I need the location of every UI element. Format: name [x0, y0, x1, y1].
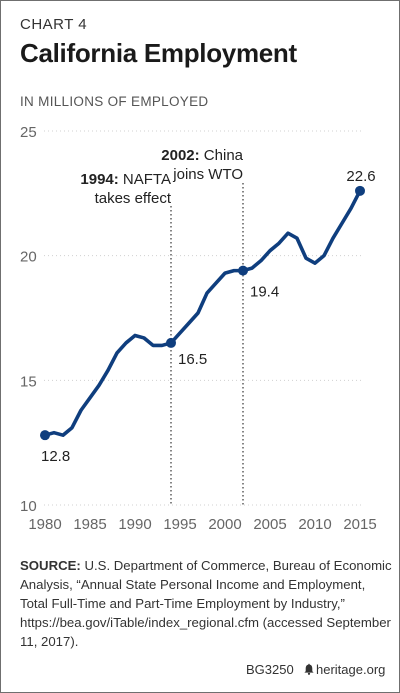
y-tick-label: 15	[20, 373, 37, 390]
data-label: 12.8	[41, 448, 70, 465]
data-point-marker	[355, 185, 365, 196]
x-tick-label: 2000	[208, 516, 241, 533]
y-axis-units-label: IN MILLIONS OF EMPLOYED	[20, 94, 209, 109]
y-tick-label: 20	[20, 249, 37, 266]
x-tick-label: 2010	[298, 516, 331, 533]
x-tick-label: 1990	[118, 516, 151, 533]
data-label: 19.4	[250, 284, 279, 301]
annotation-label: 2002: China	[161, 147, 243, 164]
liberty-bell-icon	[304, 663, 314, 675]
y-tick-label: 25	[20, 124, 37, 141]
annotation-label: 1994: NAFTA	[80, 171, 171, 188]
report-code: BG3250	[246, 662, 294, 677]
data-label: 16.5	[178, 351, 207, 368]
y-tick-label: 10	[20, 498, 37, 515]
annotation-label-line2: takes effect	[95, 190, 172, 207]
source-note: SOURCE: U.S. Department of Commerce, Bur…	[20, 556, 392, 651]
chart-title: California Employment	[20, 38, 297, 68]
annotation-label-line2: joins WTO	[172, 166, 243, 183]
data-point-marker	[166, 337, 176, 348]
x-tick-label: 2015	[343, 516, 376, 533]
data-point-marker	[40, 430, 50, 441]
x-tick-label: 1985	[73, 516, 106, 533]
x-tick-label: 2005	[253, 516, 286, 533]
series-line	[43, 189, 362, 437]
chart-number-label: CHART 4	[20, 16, 88, 33]
source-label: SOURCE:	[20, 558, 81, 573]
data-point-marker	[238, 265, 248, 276]
x-tick-label: 1995	[163, 516, 196, 533]
x-tick-label: 1980	[28, 516, 61, 533]
website-label: heritage.org	[316, 662, 386, 677]
data-label: 22.6	[346, 168, 375, 185]
source-text: U.S. Department of Commerce, Bureau of E…	[20, 558, 392, 649]
